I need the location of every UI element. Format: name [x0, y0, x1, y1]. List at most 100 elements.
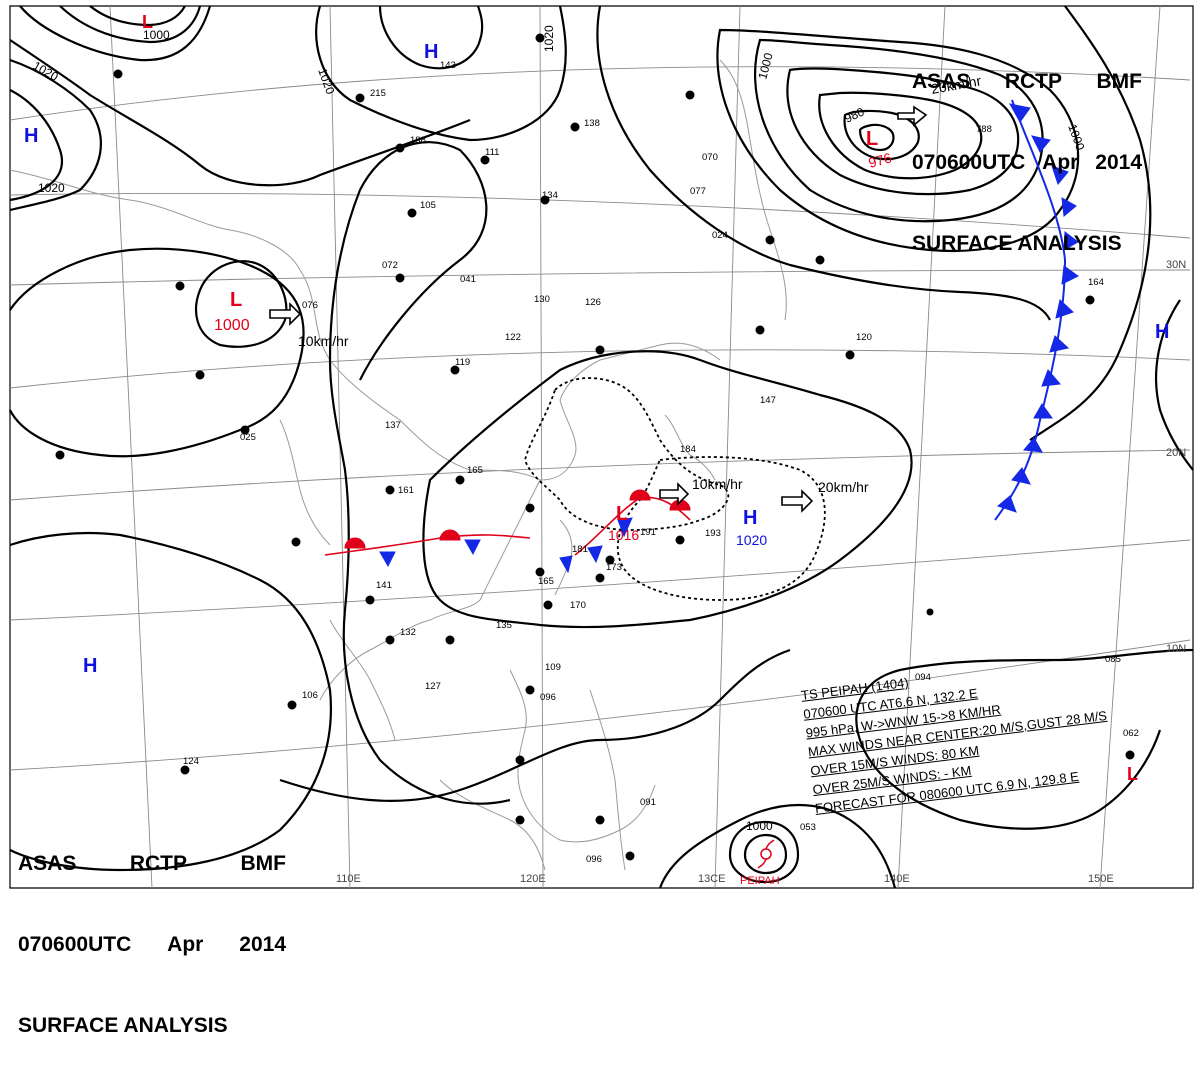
station-number: 147: [760, 395, 776, 406]
longitude-label: 110E: [336, 873, 361, 885]
station-number: 132: [400, 627, 416, 638]
station-number: 109: [545, 662, 561, 673]
high-center-label: H: [424, 41, 438, 63]
station-number: 165: [467, 465, 483, 476]
station-number: 181: [572, 544, 588, 555]
latitude-label: 20N: [1166, 447, 1186, 459]
station-number: 120: [856, 332, 872, 343]
station-number: 041: [460, 274, 476, 285]
longitude-label: 120E: [520, 873, 546, 885]
station-plots: [55, 33, 1135, 861]
station-number: 076: [302, 300, 318, 311]
high-center-label: H: [83, 655, 97, 677]
station-number: 025: [240, 432, 256, 443]
low-center-value: 1016: [608, 527, 639, 543]
station-number: 106: [302, 690, 318, 701]
station-number: 165: [538, 576, 554, 587]
station-number: 127: [425, 681, 441, 692]
header-year: 2014: [239, 933, 286, 956]
station-number: 122: [505, 332, 521, 343]
motion-label: 10km/hr: [298, 333, 349, 349]
high-center-label: H: [1155, 321, 1169, 343]
longitude-label: 150E: [1088, 873, 1114, 885]
motion-arrows: [269, 105, 928, 513]
header-month: Apr: [1042, 151, 1079, 174]
station-number: 062: [1123, 728, 1139, 739]
low-center-label: L: [1127, 764, 1138, 784]
station-number: 124: [183, 756, 199, 767]
station-number: 070: [702, 152, 718, 163]
station-number: 141: [376, 580, 392, 591]
high-center-value: 1020: [736, 532, 767, 548]
map-frame: [9, 5, 1194, 889]
station-number: 111: [485, 147, 499, 158]
pressure-centers: L H H L 1000 L 976 L 1016 H 1020 H H L P…: [24, 12, 1169, 887]
station-number: 161: [398, 485, 414, 496]
grid-labels: 110E 120E 13CE 140E 150E 30N 20N 10N: [336, 259, 1186, 885]
isobar-label: 1020: [542, 25, 556, 52]
dashed-isobars: [524, 377, 826, 601]
high-center-label: H: [743, 507, 757, 529]
station-number: 024: [712, 230, 728, 241]
weather-map: 215 188 111 105 134 072 041 126 130 122 …: [9, 5, 1194, 889]
motion-label: 20km/hr: [818, 479, 869, 495]
low-center-label: L: [616, 503, 628, 525]
station-number: 077: [690, 186, 706, 197]
isobar-label: 1000: [755, 51, 776, 81]
header-agency: ASAS: [912, 70, 971, 93]
station-number: 072: [382, 260, 398, 271]
motion-labels: 10km/hr 10km/hr 20km/hr 20km/hr: [298, 72, 983, 495]
isobars: [9, 5, 1194, 889]
longitude-label: 140E: [884, 873, 910, 885]
station-number: 094: [915, 672, 931, 683]
longitude-label: 13CE: [698, 873, 726, 885]
header-office: BMF: [240, 852, 287, 875]
header-agency: ASAS: [18, 852, 77, 875]
header-office: BMF: [1096, 70, 1143, 93]
header-time: 070600UTC: [912, 151, 1026, 174]
station-number-labels: 215 188 111 105 134 072 041 126 130 122 …: [183, 60, 1139, 865]
header-time: 070600UTC: [18, 933, 132, 956]
motion-label: 10km/hr: [692, 476, 743, 492]
station-number: 085: [1105, 654, 1121, 665]
isobar-label: 1000: [143, 28, 170, 42]
isobar-label: 1000: [746, 819, 773, 833]
header-station: RCTP: [129, 852, 188, 875]
station-number: 105: [420, 200, 436, 211]
low-center-label: L: [230, 289, 242, 311]
low-center-value: 976: [867, 149, 894, 171]
station-number: 096: [540, 692, 556, 703]
low-center-label: L: [142, 12, 153, 32]
station-number: 170: [570, 600, 586, 611]
station-number: 215: [370, 88, 386, 99]
station-number: 188: [410, 135, 426, 146]
header-station: RCTP: [1004, 70, 1063, 93]
station-number: 143: [440, 60, 456, 71]
station-number: 091: [640, 797, 656, 808]
header-title: SURFACE ANALYSIS: [912, 232, 1122, 255]
latitude-label: 30N: [1166, 259, 1186, 271]
station-number: 193: [705, 528, 721, 539]
station-number: 053: [800, 822, 816, 833]
cold-front: [379, 99, 1079, 574]
header-title: SURFACE ANALYSIS: [18, 1014, 228, 1037]
station-number: 096: [586, 854, 602, 865]
station-number: 191: [640, 527, 656, 538]
station-number: 135: [496, 620, 512, 631]
typhoon-icon: [757, 839, 775, 869]
warm-front: [324, 489, 691, 556]
header-month: Apr: [167, 933, 204, 956]
station-number: 137: [385, 420, 401, 431]
station-number: 134: [542, 190, 558, 201]
station-number: 126: [585, 297, 601, 308]
low-center-value: 1000: [214, 317, 250, 334]
header-year: 2014: [1095, 151, 1142, 174]
isobar-label: 1020: [38, 181, 65, 195]
station-number: 173: [606, 562, 622, 573]
station-number: 130: [534, 294, 550, 305]
station-number: 138: [584, 118, 600, 129]
high-center-label: H: [24, 125, 38, 147]
station-number: 788: [976, 124, 992, 135]
station-number: 119: [455, 357, 470, 368]
station-number: 184: [680, 444, 696, 455]
